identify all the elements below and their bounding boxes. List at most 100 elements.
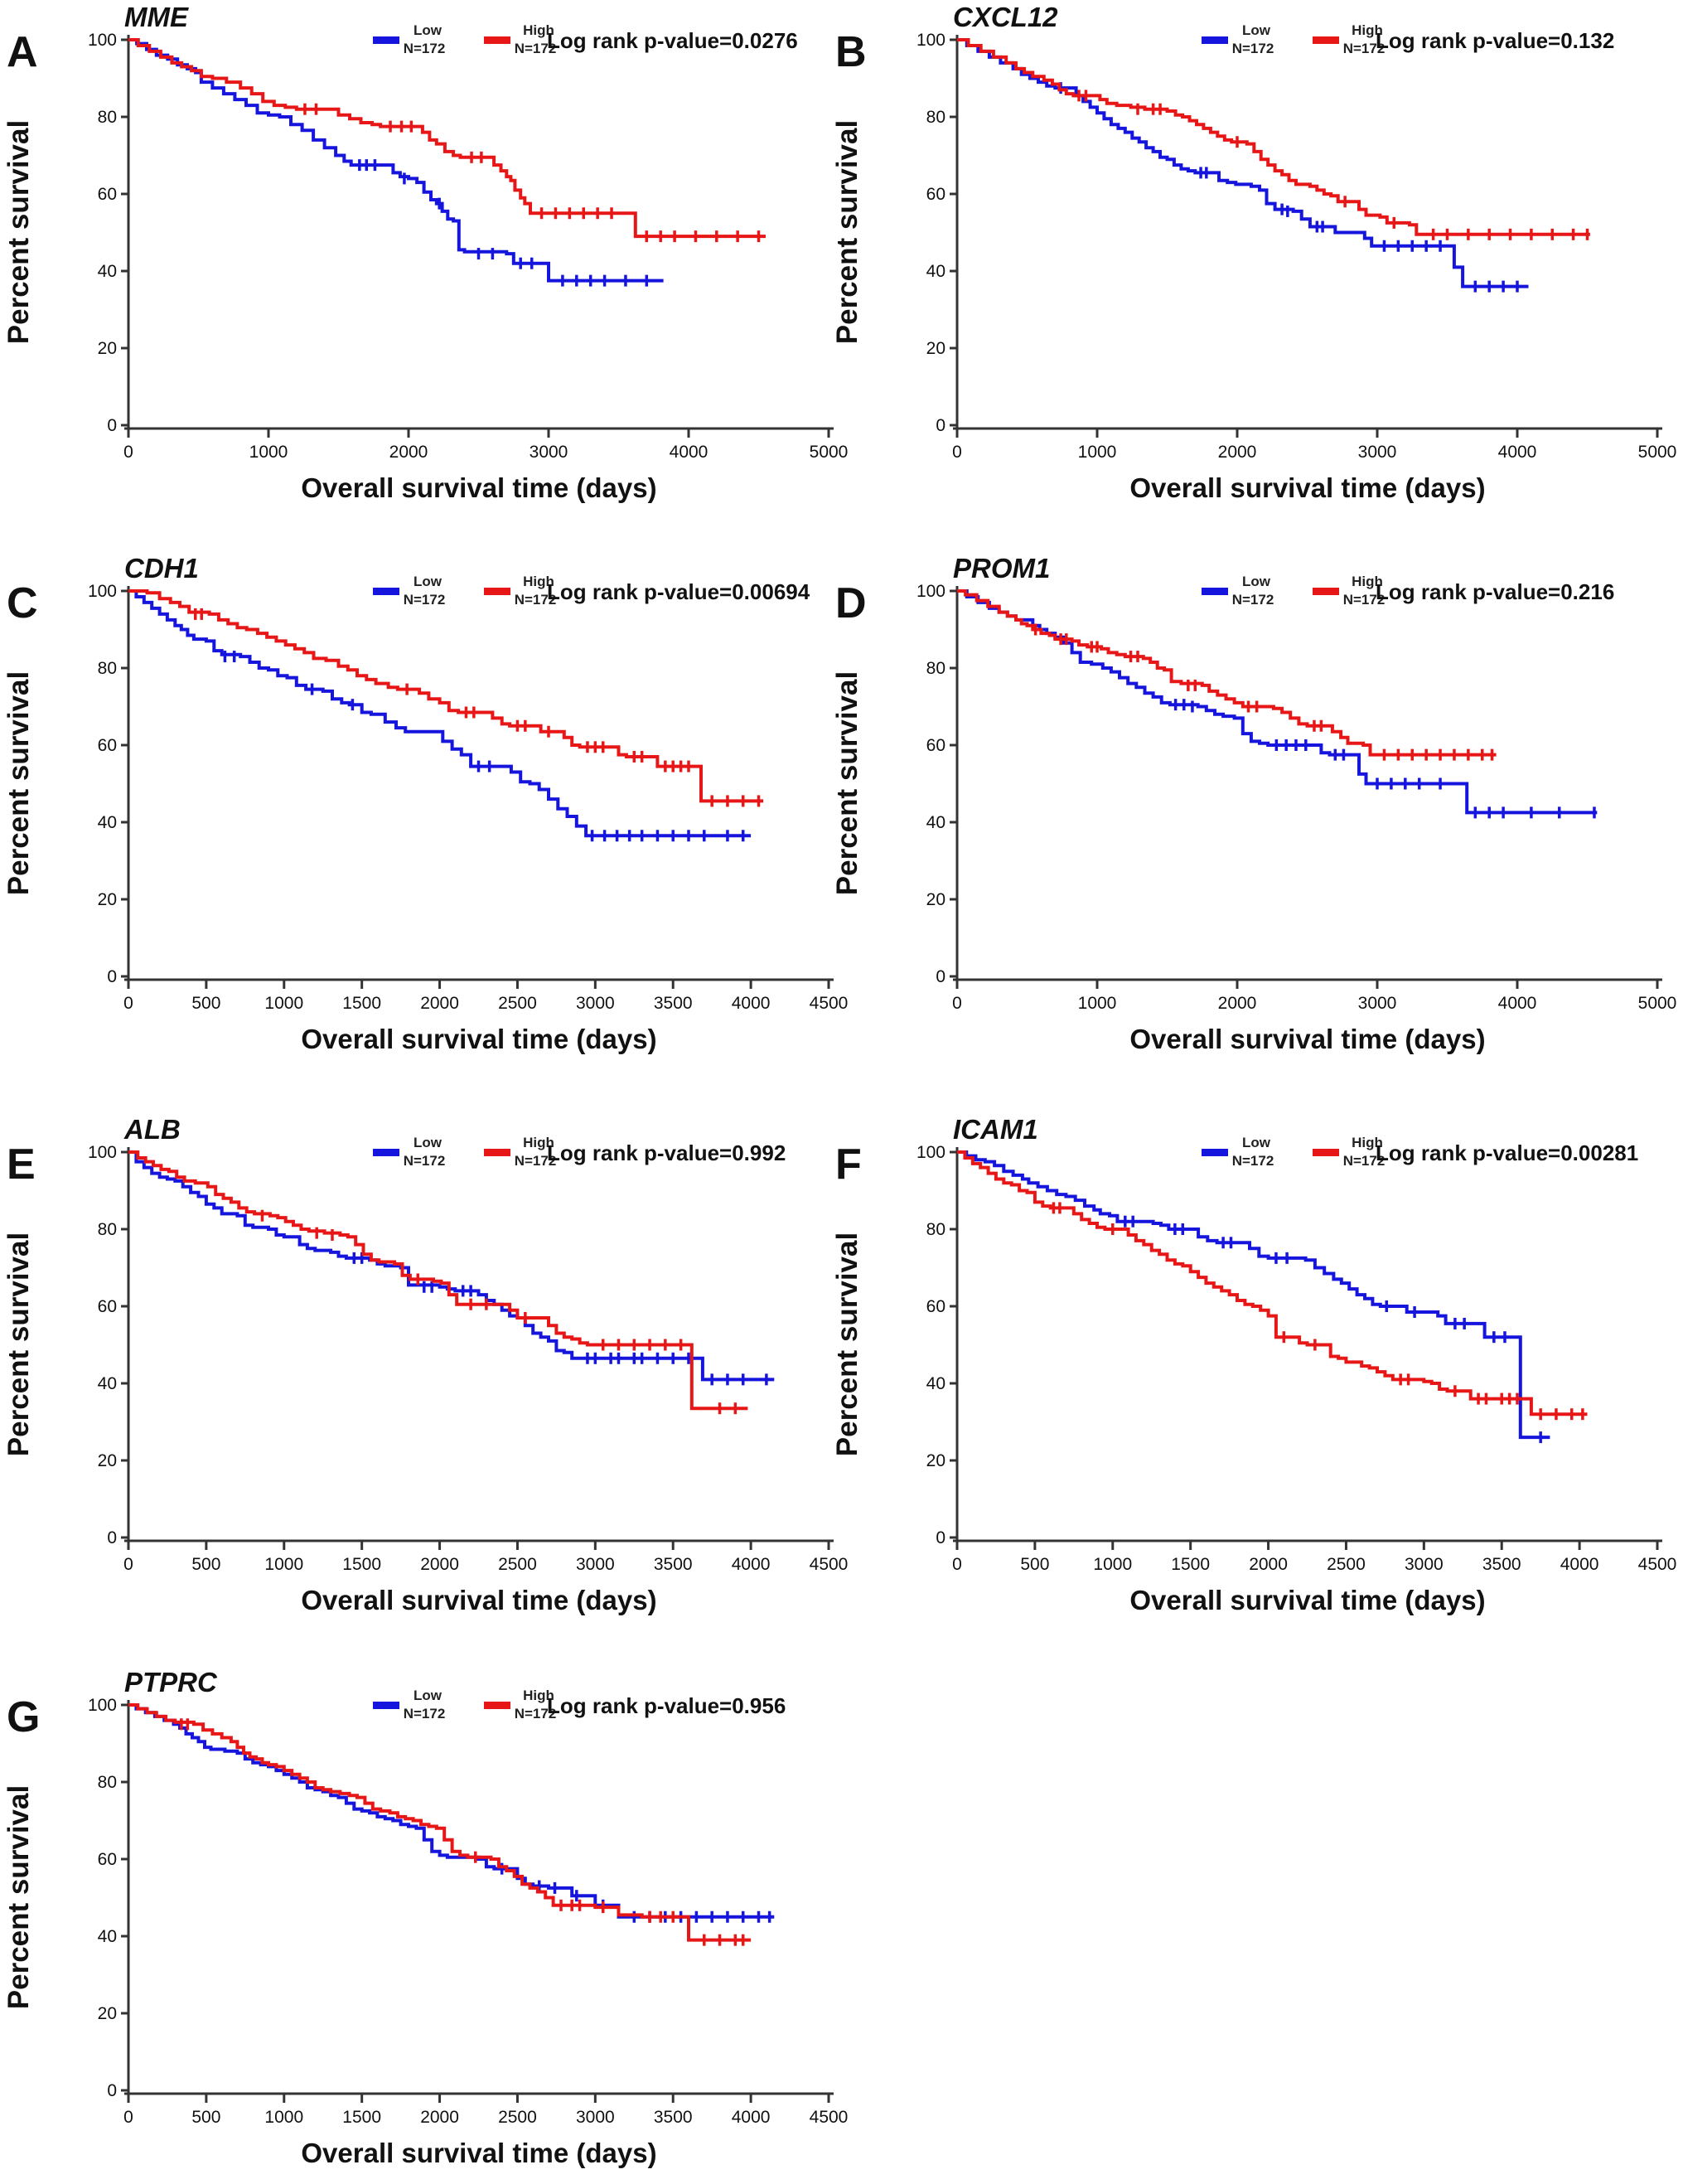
p-value-label: Log rank p-value=0.00281 — [1376, 1140, 1638, 1165]
x-tick-label: 1000 — [249, 443, 288, 462]
gene-title: MME — [124, 2, 189, 32]
legend-label-low: Low — [413, 22, 443, 38]
p-value-label: Log rank p-value=0.00694 — [547, 579, 810, 604]
survival-curve-high — [128, 1703, 752, 1942]
y-axis-label: Percent survival — [2, 1785, 35, 2009]
legend-swatch-low — [1202, 588, 1228, 595]
y-tick-label: 100 — [88, 1696, 117, 1715]
legend-label-high: High — [523, 574, 554, 589]
x-tick-label: 4000 — [1560, 1555, 1599, 1574]
survival-curve-low — [128, 1703, 775, 1919]
x-tick-label: 1500 — [342, 2108, 381, 2127]
survival-curve-high — [957, 1150, 1588, 1416]
gene-title: PROM1 — [953, 553, 1050, 584]
x-tick-label: 1500 — [342, 1555, 381, 1574]
panel-letter: D — [835, 579, 867, 627]
x-axis-label: Overall survival time (days) — [301, 472, 656, 503]
x-tick-label: 500 — [191, 994, 220, 1013]
y-axis-label: Percent survival — [2, 671, 35, 895]
panel-letter: F — [835, 1140, 862, 1189]
x-tick-label: 4000 — [670, 443, 709, 462]
x-tick-label: 4000 — [732, 994, 771, 1013]
y-axis-label: Percent survival — [2, 120, 35, 344]
x-tick-label: 1000 — [264, 994, 303, 1013]
y-tick-label: 40 — [98, 813, 117, 832]
legend-n-low: N=172 — [404, 592, 446, 608]
x-tick-label: 1500 — [342, 994, 381, 1013]
legend-label-low: Low — [1242, 1135, 1271, 1150]
x-tick-label: 1000 — [264, 1555, 303, 1574]
y-axis-label: Percent survival — [2, 1232, 35, 1456]
x-tick-label: 4000 — [1498, 443, 1537, 462]
y-tick-label: 100 — [88, 1143, 117, 1162]
panel-letter: E — [7, 1140, 36, 1189]
p-value-label: Log rank p-value=0.132 — [1376, 28, 1614, 53]
gene-title: CXCL12 — [953, 2, 1058, 32]
x-axis-label: Overall survival time (days) — [301, 1585, 656, 1615]
legend-swatch-low — [373, 1702, 399, 1709]
x-tick-label: 2500 — [498, 994, 537, 1013]
legend-n-high: N=172 — [515, 41, 557, 56]
x-tick-label: 2000 — [420, 994, 459, 1013]
x-axis-label: Overall survival time (days) — [1129, 1585, 1485, 1615]
legend-swatch-low — [373, 36, 399, 44]
legend-n-high: N=172 — [515, 592, 557, 608]
x-tick-label: 4500 — [810, 1555, 849, 1574]
y-tick-label: 100 — [88, 582, 117, 601]
survival-curve-high — [957, 38, 1590, 236]
panel-letter: A — [7, 28, 38, 76]
x-tick-label: 3500 — [654, 2108, 693, 2127]
x-tick-label: 3000 — [576, 2108, 615, 2127]
y-tick-label: 40 — [926, 1374, 945, 1393]
x-tick-label: 5000 — [1638, 443, 1677, 462]
survival-curve-low — [128, 1150, 775, 1382]
y-tick-label: 40 — [926, 262, 945, 281]
y-tick-label: 100 — [916, 1143, 945, 1162]
y-tick-label: 0 — [107, 2081, 117, 2100]
legend-label-low: Low — [413, 1688, 443, 1703]
km-panel-G: 0 20 40 60 80 100 0 500 1000 1500 2000 2500 3000 3500… — [0, 1665, 848, 2184]
x-tick-label: 500 — [191, 2108, 220, 2127]
p-value-label: Log rank p-value=0.0276 — [547, 28, 798, 53]
p-value-label: Log rank p-value=0.956 — [547, 1693, 786, 1718]
x-tick-label: 0 — [123, 443, 133, 462]
x-tick-label: 3000 — [1405, 1555, 1444, 1574]
x-tick-label: 3000 — [1358, 443, 1397, 462]
survival-curve-high — [128, 589, 764, 803]
x-tick-label: 500 — [191, 1555, 220, 1574]
y-tick-label: 0 — [936, 1528, 945, 1547]
x-tick-label: 5000 — [810, 443, 849, 462]
y-tick-label: 80 — [98, 1773, 117, 1792]
x-tick-label: 4000 — [732, 2108, 771, 2127]
km-panel-F: 0 20 40 60 80 100 0 500 1000 1500 2000 2500 3000 3500… — [829, 1112, 1676, 1659]
p-value-label: Log rank p-value=0.992 — [547, 1140, 786, 1165]
legend-swatch-high — [1313, 36, 1339, 44]
legend-swatch-low — [373, 588, 399, 595]
y-axis-label: Percent survival — [831, 120, 863, 344]
x-tick-label: 0 — [123, 1555, 133, 1574]
legend-swatch-high — [484, 36, 510, 44]
legend-n-low: N=172 — [404, 41, 446, 56]
x-axis-label: Overall survival time (days) — [301, 2138, 656, 2168]
panel-letter: B — [835, 28, 867, 76]
y-tick-label: 20 — [926, 890, 945, 909]
y-tick-label: 40 — [926, 813, 945, 832]
legend-n-low: N=172 — [1232, 41, 1274, 56]
x-tick-label: 0 — [952, 443, 962, 462]
x-tick-label: 3500 — [654, 994, 693, 1013]
panel-letter: G — [7, 1693, 40, 1741]
x-axis-label: Overall survival time (days) — [1129, 472, 1485, 503]
x-tick-label: 0 — [123, 994, 133, 1013]
legend-n-high: N=172 — [515, 1153, 557, 1169]
km-panel-D: 0 20 40 60 80 100 0 1000 2000 3000 4000 5000 Percent… — [829, 551, 1676, 1098]
y-tick-label: 80 — [926, 659, 945, 678]
legend-swatch-high — [484, 588, 510, 595]
y-tick-label: 20 — [98, 890, 117, 909]
legend-n-high: N=172 — [1343, 1153, 1386, 1169]
